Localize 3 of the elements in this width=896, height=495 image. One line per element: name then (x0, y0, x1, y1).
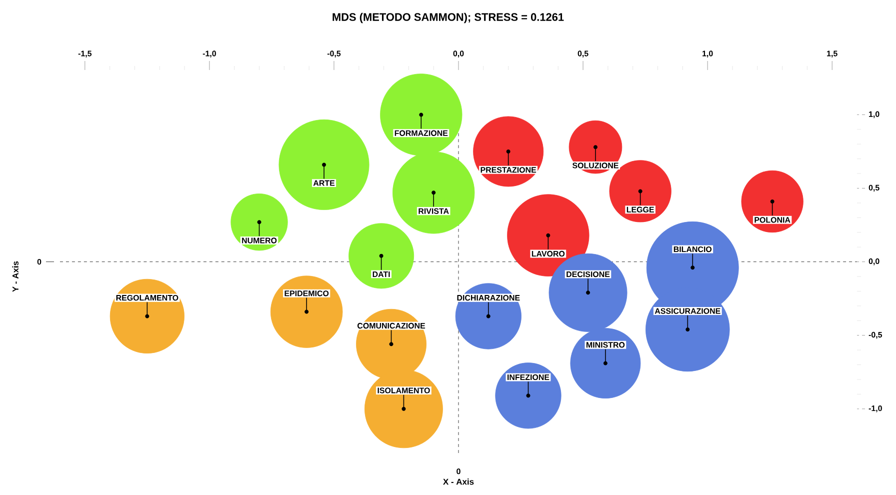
x-axis-title: X - Axis (443, 478, 474, 485)
chart-title: MDS (METODO SAMMON); STRESS = 0.1261 (332, 12, 564, 24)
y-axis-title: Y - Axis (12, 261, 18, 292)
